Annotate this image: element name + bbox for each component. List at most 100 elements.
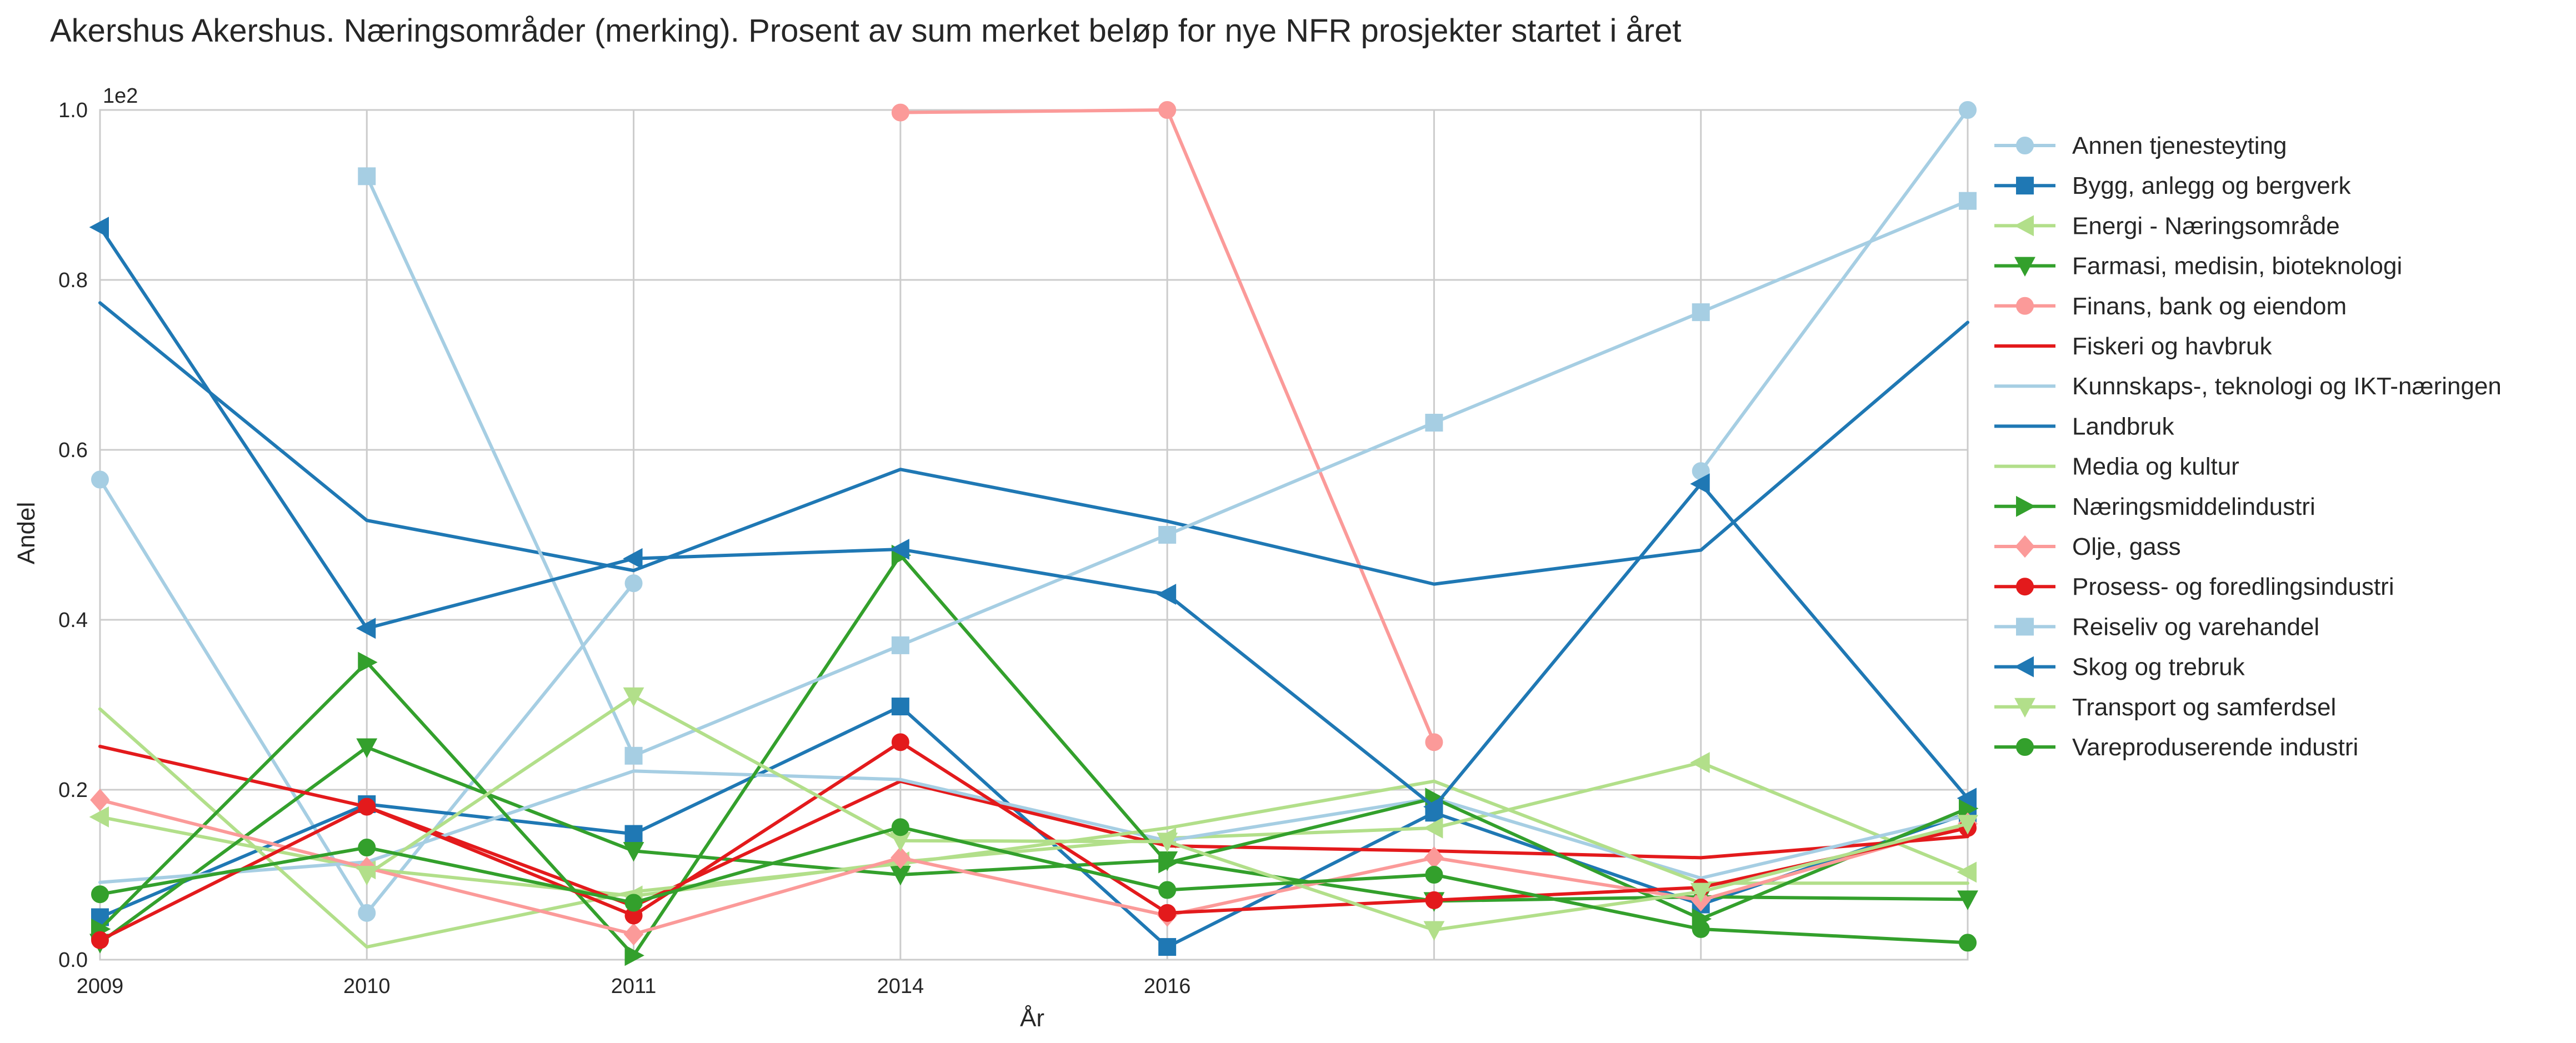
legend-item: Fiskeri og havbruk <box>1994 333 2272 360</box>
legend-item: Farmasi, medisin, bioteknologi <box>1994 253 2402 280</box>
data-point <box>1423 817 1443 839</box>
legend-marker <box>2014 257 2035 277</box>
y-tick-label: 0.8 <box>58 269 88 292</box>
x-tick-label: 2016 <box>1144 975 1191 998</box>
data-point <box>89 806 109 828</box>
series-line <box>98 707 1969 949</box>
legend-marker <box>2016 578 2034 596</box>
data-point <box>1425 733 1443 751</box>
data-point <box>891 846 911 869</box>
legend-item: Reiseliv og varehandel <box>1994 613 2319 640</box>
data-point <box>1423 796 1443 818</box>
legend-label: Media og kultur <box>2072 453 2239 480</box>
data-point <box>356 738 378 758</box>
data-point <box>1423 921 1445 941</box>
legend-item: Landbruk <box>1994 413 2174 440</box>
data-point <box>1157 833 1178 853</box>
data-point <box>624 825 643 843</box>
data-point <box>1692 303 1710 322</box>
legend-marker <box>2016 738 2034 756</box>
y-tick-label: 0.4 <box>58 609 88 632</box>
data-point <box>358 798 376 816</box>
data-point <box>1158 938 1177 956</box>
legend-label: Fiskeri og havbruk <box>2072 333 2272 360</box>
data-point <box>1957 815 1978 835</box>
series-line <box>98 825 1969 945</box>
legend-item: Vareproduserende industri <box>1994 734 2358 761</box>
legend-item: Næringsmiddelindustri <box>1994 493 2315 520</box>
data-point <box>356 618 376 639</box>
x-tick-label: 2010 <box>343 975 391 998</box>
legend-marker <box>2016 177 2034 195</box>
legend-item: Skog og trebruk <box>1994 654 2245 681</box>
data-point <box>1156 584 1177 605</box>
legend: Annen tjenesteyting Bygg, anlegg og bergv… <box>1994 132 2502 761</box>
data-point <box>1957 861 1977 883</box>
legend-label: Landbruk <box>2072 413 2174 440</box>
legend-marker <box>2015 535 2035 558</box>
legend-label: Farmasi, medisin, bioteknologi <box>2072 253 2402 280</box>
data-point <box>356 866 378 886</box>
legend-label: Næringsmiddelindustri <box>2072 493 2315 520</box>
series <box>91 101 1977 922</box>
data-point <box>623 922 644 946</box>
data-point <box>358 839 376 857</box>
series-line <box>98 225 1969 809</box>
series <box>358 167 1977 765</box>
legend-label: Finans, bank og eiendom <box>2072 293 2347 320</box>
plot-area <box>99 109 1969 961</box>
data-point <box>1158 881 1177 899</box>
legend-label: Annen tjenesteyting <box>2072 132 2287 159</box>
data-point <box>889 539 909 560</box>
y-tick-label: 0.0 <box>58 949 88 972</box>
data-point <box>91 885 109 904</box>
data-point <box>891 636 909 654</box>
legend-label: Transport og samferdsel <box>2072 694 2336 721</box>
legend-item: Finans, bank og eiendom <box>1994 293 2347 320</box>
series <box>98 301 1969 586</box>
series <box>89 217 1977 818</box>
series-line <box>98 761 1969 898</box>
series <box>356 687 1978 941</box>
series-line <box>1699 108 1969 473</box>
legend-marker <box>2016 137 2034 154</box>
legend-label: Reiseliv og varehandel <box>2072 613 2319 640</box>
y-axis-ticks: 0.0 0.2 0.4 0.6 0.8 1.0 <box>58 99 88 972</box>
series-layer <box>89 101 1979 966</box>
data-point <box>1959 101 1977 119</box>
x-tick-label: 2011 <box>611 975 657 998</box>
data-point <box>1425 891 1443 909</box>
data-point <box>891 818 909 836</box>
data-point <box>1425 414 1443 432</box>
chart-title: Akershus Akershus. Næringsområder (merki… <box>50 13 1681 49</box>
legend-item: Bygg, anlegg og bergverk <box>1994 172 2351 199</box>
legend-item: Prosess- og foredlingsindustri <box>1994 573 2394 600</box>
data-point <box>1158 526 1177 544</box>
legend-marker <box>2016 495 2036 517</box>
data-point <box>1692 920 1710 938</box>
x-axis-ticks: 2009 2010 2011 2014 2016 <box>77 975 1191 998</box>
data-point <box>358 651 378 673</box>
data-point <box>1957 788 1977 809</box>
x-axis-label: År <box>1020 1005 1044 1032</box>
data-point <box>90 789 110 811</box>
data-point <box>624 746 643 765</box>
y-axis-label: Andel <box>13 502 40 565</box>
data-point <box>89 217 109 238</box>
legend-label: Prosess- og foredlingsindustri <box>2072 573 2394 600</box>
data-point <box>624 945 644 966</box>
legend-item: Media og kultur <box>1994 453 2239 480</box>
data-point <box>624 894 643 912</box>
legend-label: Vareproduserende industri <box>2072 734 2358 761</box>
data-point <box>1690 882 1712 902</box>
series <box>891 101 1443 751</box>
x-tick-label: 2014 <box>877 975 924 998</box>
data-point <box>623 842 644 862</box>
legend-label: Kunnskaps-, teknologi og IKT-næringen <box>2072 373 2502 400</box>
data-point <box>1690 473 1710 495</box>
legend-label: Olje, gass <box>2072 533 2181 560</box>
data-point <box>1690 752 1710 773</box>
data-point <box>91 470 109 489</box>
legend-item: Olje, gass <box>1994 533 2181 560</box>
data-point <box>1959 934 1977 952</box>
